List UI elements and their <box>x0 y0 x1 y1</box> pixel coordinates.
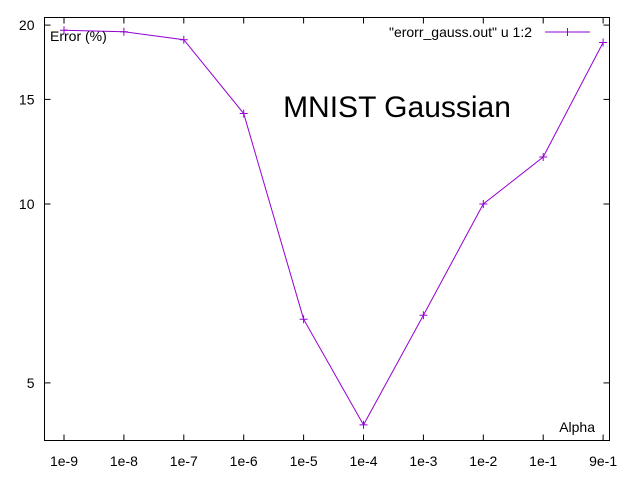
series-line <box>63 29 604 426</box>
series-layer <box>60 26 608 429</box>
data-point <box>539 153 548 161</box>
y-axis-label: Error (%) <box>50 28 107 44</box>
x-tick-labels: 1e-9 1e-8 1e-7 1e-6 1e-5 1e-4 1e-3 1e-2 1e-1 9e-1 <box>50 453 617 469</box>
x-tick-label: 1e-8 <box>110 453 138 469</box>
data-point <box>359 420 368 429</box>
x-axis-label: Alpha <box>559 419 595 435</box>
x-tick-label: 1e-3 <box>409 453 437 469</box>
y-tick-label: 15 <box>19 91 35 107</box>
x-tick-label: 1e-4 <box>349 453 377 469</box>
y-tick-labels: 5 10 15 20 <box>19 17 35 391</box>
legend: "erorr_gauss.out" u 1:2 <box>389 24 590 40</box>
y-tick-label: 10 <box>19 196 35 212</box>
x-tick-label: 1e-2 <box>469 453 497 469</box>
data-point <box>599 38 608 47</box>
data-point <box>119 27 128 36</box>
x-tick-label: 9e-1 <box>589 453 617 469</box>
x-tick-label: 1e-5 <box>290 453 318 469</box>
x-tick-label: 1e-9 <box>50 453 78 469</box>
data-point <box>419 311 428 320</box>
axis-ticks <box>44 17 610 441</box>
data-point <box>239 109 248 118</box>
legend-marker <box>563 28 572 36</box>
y-tick-label: 20 <box>19 17 35 33</box>
x-tick-label: 1e-1 <box>529 453 557 469</box>
plot-frame <box>44 17 610 441</box>
x-tick-label: 1e-6 <box>230 453 258 469</box>
x-tick-label: 1e-7 <box>170 453 198 469</box>
y-tick-label: 5 <box>27 375 35 391</box>
data-point <box>299 315 308 324</box>
chart-title: MNIST Gaussian <box>283 91 511 124</box>
data-point <box>479 200 488 208</box>
data-point <box>60 26 68 35</box>
legend-label: "erorr_gauss.out" u 1:2 <box>389 24 532 40</box>
data-point <box>179 35 188 44</box>
